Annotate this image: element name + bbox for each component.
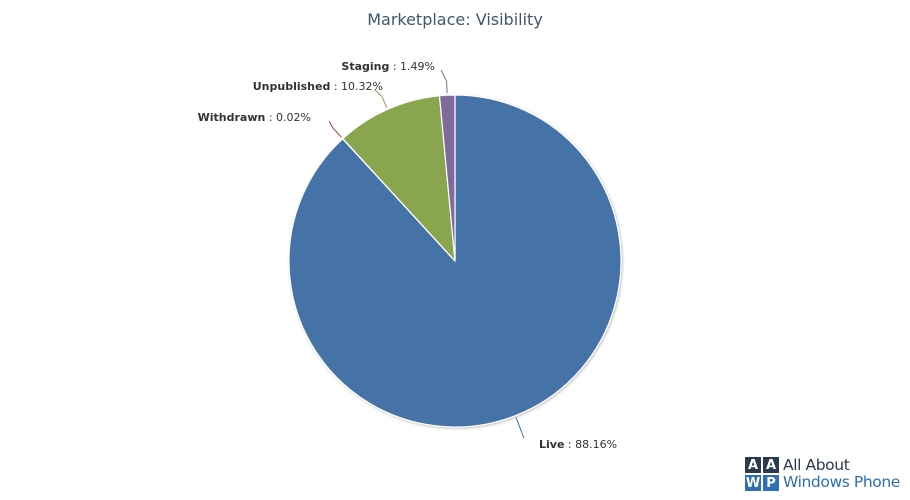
chart-title: Marketplace: Visibility [367, 10, 543, 29]
logo-text: All About Windows Phone [783, 457, 900, 491]
logo-tiles: A A W P [745, 457, 779, 491]
data-label-name-staging: Staging [341, 60, 389, 73]
data-label-name-withdrawn: Withdrawn [198, 111, 266, 124]
data-label-unpublished: Unpublished : 10.32% [253, 80, 383, 93]
logo-line-1: All About [783, 456, 850, 474]
connector-withdrawn [328, 120, 342, 138]
data-label-name-live: Live [539, 438, 564, 451]
logo-line-2: Windows Phone [783, 473, 900, 491]
data-label-value-withdrawn: : 0.02% [265, 111, 311, 124]
data-label-name-unpublished: Unpublished [253, 80, 331, 93]
logo-tile-a2: A [763, 457, 779, 473]
data-label-staging: Staging : 1.49% [341, 60, 435, 73]
data-label-value-live: : 88.16% [564, 438, 617, 451]
logo-tile-p: P [763, 475, 779, 491]
data-label-value-unpublished: : 10.32% [330, 80, 383, 93]
pie-slice-staging[interactable] [438, 94, 456, 262]
connector-staging [440, 69, 448, 94]
connector-live [515, 417, 525, 439]
data-label-value-staging: : 1.49% [389, 60, 435, 73]
data-label-live: Live : 88.16% [539, 438, 617, 451]
pie-slice-unpublished[interactable] [342, 95, 456, 262]
data-label-withdrawn: Withdrawn : 0.02% [198, 111, 311, 124]
watermark-logo: A A W P All About Windows Phone [745, 457, 900, 491]
logo-tile-a1: A [745, 457, 761, 473]
connector-unpublished [374, 89, 388, 108]
logo-tile-w: W [745, 475, 761, 491]
